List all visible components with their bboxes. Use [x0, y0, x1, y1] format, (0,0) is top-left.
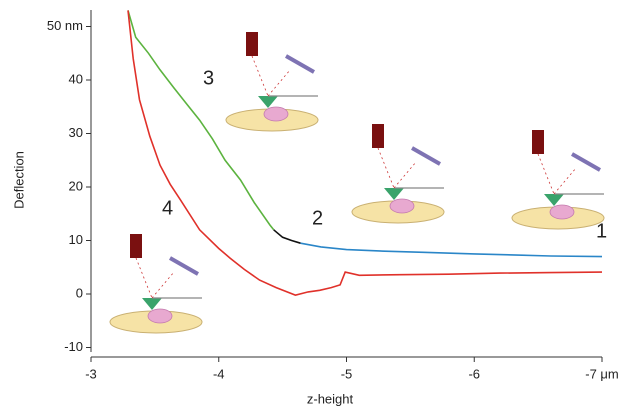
x-tick-label: -7 μm [585, 366, 619, 381]
y-tick-label: 50 nm [47, 18, 83, 33]
x-tick-label: -6 [468, 366, 480, 381]
data-line [127, 10, 603, 296]
x-tick-label: -5 [341, 366, 353, 381]
annotation: 1 [596, 220, 607, 242]
y-tick-label: 20 [69, 178, 83, 193]
y-tick-label: 0 [76, 285, 83, 300]
y-axis-label: Deflection [11, 151, 26, 209]
illustration [510, 128, 606, 231]
illustration [224, 30, 320, 133]
illustration [350, 122, 446, 225]
y-tick-label: -10 [64, 339, 83, 354]
data-line [127, 10, 275, 231]
illustration [108, 232, 204, 335]
data-line [273, 229, 301, 244]
x-tick-label: -3 [85, 366, 97, 381]
annotation: 3 [203, 67, 214, 89]
x-axis-label: z-height [307, 391, 354, 406]
y-tick-label: 40 [69, 71, 83, 86]
y-tick-label: 10 [69, 232, 83, 247]
annotation: 2 [312, 207, 323, 229]
data-line [300, 242, 603, 258]
annotation: 4 [162, 197, 173, 219]
y-tick-label: 30 [69, 125, 83, 140]
x-tick-label: -4 [213, 366, 225, 381]
